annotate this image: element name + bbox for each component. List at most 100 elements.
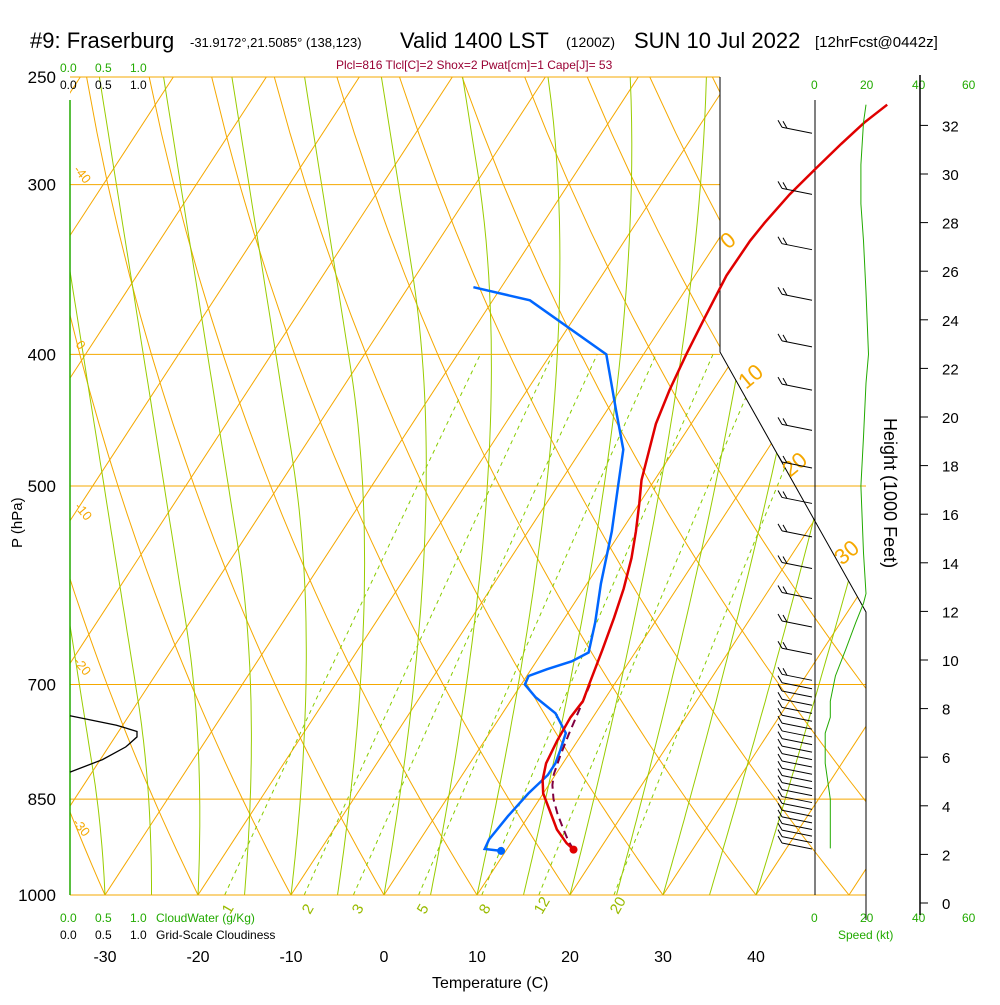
scale-label: 0.5 bbox=[95, 928, 112, 942]
height-tick-label: 14 bbox=[942, 556, 959, 573]
mixing-ratio-label: 3 bbox=[349, 901, 368, 917]
barb-flag bbox=[782, 182, 788, 190]
wind-barb bbox=[777, 829, 813, 844]
barb-flag bbox=[777, 181, 783, 189]
pressure-tick-label: 500 bbox=[28, 477, 56, 496]
pressure-ticks: 250 300 400 500 700 850 1000 bbox=[18, 68, 56, 905]
barb-flag bbox=[777, 715, 783, 724]
scale-label: 1.0 bbox=[130, 78, 147, 92]
pressure-tick-label: 400 bbox=[28, 345, 56, 364]
wind-barb bbox=[777, 287, 813, 301]
wind-barb bbox=[777, 523, 813, 538]
barb-flag bbox=[777, 731, 783, 739]
barb-flag bbox=[777, 835, 783, 844]
isotherm-label: 0 bbox=[715, 227, 740, 254]
indices-text: Plcl=816 Tlcl[C]=2 Shox=2 Pwat[cm]=1 Cap… bbox=[336, 58, 613, 72]
wind-barb bbox=[777, 768, 813, 782]
dry-adiabat bbox=[461, 77, 866, 896]
wind-barb bbox=[777, 236, 813, 251]
height-tick-label: 12 bbox=[942, 604, 959, 621]
temperature-tick-label: 40 bbox=[747, 949, 765, 966]
barb-flag bbox=[777, 523, 783, 532]
moist-adiabat bbox=[755, 77, 866, 896]
isotherm-label: -10 bbox=[72, 499, 96, 523]
barb-flag bbox=[777, 236, 783, 244]
barb-flag bbox=[777, 816, 783, 824]
isotherm-line bbox=[848, 77, 866, 896]
wind-barb bbox=[777, 119, 813, 134]
wind-barb bbox=[777, 723, 813, 738]
dry-adiabat bbox=[70, 77, 199, 896]
barb-flag bbox=[782, 455, 788, 464]
scale-label: 0.5 bbox=[95, 911, 112, 925]
height-axis-label: Height (1000 Feet) bbox=[880, 418, 900, 568]
scale-label: 0.0 bbox=[60, 78, 77, 92]
speed-scale-label: 60 bbox=[962, 78, 976, 92]
cloudiness-label: Grid-Scale Cloudiness bbox=[156, 928, 275, 942]
wind-barbs bbox=[777, 119, 813, 850]
isotherm-label: 10 bbox=[733, 359, 768, 394]
wind-barb bbox=[777, 376, 813, 391]
temperature-tick-label: 30 bbox=[654, 949, 672, 966]
wind-barb bbox=[777, 753, 813, 768]
wind-barb bbox=[777, 775, 813, 790]
isotherm-label: -40 bbox=[71, 162, 95, 186]
scale-label: 0.0 bbox=[60, 61, 77, 75]
speed-scale-label: 40 bbox=[912, 78, 926, 92]
barb-shaft bbox=[781, 829, 813, 837]
dry-adiabat bbox=[148, 77, 478, 896]
diagram-border bbox=[719, 77, 867, 920]
barb-flag bbox=[777, 376, 783, 385]
parcel-line bbox=[551, 684, 591, 851]
moist-adiabat bbox=[98, 77, 201, 896]
barb-shaft bbox=[781, 730, 813, 738]
barb-flag bbox=[777, 796, 783, 804]
barb-flag bbox=[777, 555, 783, 563]
moist-adiabat bbox=[476, 77, 561, 896]
height-tick-label: 10 bbox=[942, 653, 959, 670]
x-axis-label: Temperature (C) bbox=[432, 975, 548, 992]
wind-barb bbox=[777, 683, 813, 698]
wind-barb bbox=[777, 802, 813, 817]
height-tick-label: 24 bbox=[942, 313, 959, 330]
isotherm-label: 30 bbox=[829, 535, 864, 570]
barb-flag bbox=[777, 802, 783, 811]
cloudiness-line bbox=[69, 715, 138, 773]
isotherm-labels: 0 10 20 30 bbox=[715, 227, 864, 570]
height-tick-label: 2 bbox=[942, 847, 950, 864]
barb-shaft bbox=[781, 782, 813, 790]
barb-shaft bbox=[781, 714, 813, 722]
barb-shaft bbox=[781, 745, 813, 753]
scale-label: 0.5 bbox=[95, 61, 112, 75]
moist-adiabat bbox=[231, 77, 307, 896]
dry-adiabat bbox=[86, 77, 385, 896]
isotherm-label: -20 bbox=[71, 654, 95, 678]
temperature-ticks: -30 -20 -10 0 10 20 30 40 bbox=[93, 949, 765, 966]
temperature-tick-label: 10 bbox=[468, 949, 486, 966]
wind-barb bbox=[777, 181, 813, 195]
pressure-tick-label: 700 bbox=[28, 676, 56, 695]
mixing-ratio-line bbox=[224, 354, 481, 896]
barb-shaft bbox=[781, 698, 813, 706]
barb-shaft bbox=[781, 809, 813, 817]
wind-barb bbox=[777, 691, 813, 706]
height-tick-label: 28 bbox=[942, 216, 959, 233]
wind-barb bbox=[777, 708, 813, 722]
dewpoint-line bbox=[473, 285, 625, 853]
station-title: #9: Fraserburg bbox=[30, 28, 174, 53]
barb-flag bbox=[782, 334, 788, 343]
series-layer bbox=[69, 103, 888, 855]
wind-barb bbox=[777, 738, 813, 753]
barb-flag bbox=[782, 491, 788, 499]
barb-flag bbox=[777, 417, 783, 425]
barb-flag bbox=[777, 700, 783, 708]
coords-text: -31.9172°,21.5085° (138,123) bbox=[190, 35, 362, 50]
barb-shaft bbox=[781, 774, 813, 782]
forecast-text: [12hrFcst@0442z] bbox=[815, 34, 938, 51]
temperature-tick-label: -20 bbox=[186, 949, 209, 966]
mixing-ratio-label: 8 bbox=[476, 901, 495, 917]
moist-adiabat bbox=[523, 77, 633, 896]
barb-flag bbox=[777, 287, 783, 295]
mixing-ratio-label: 12 bbox=[531, 894, 554, 917]
